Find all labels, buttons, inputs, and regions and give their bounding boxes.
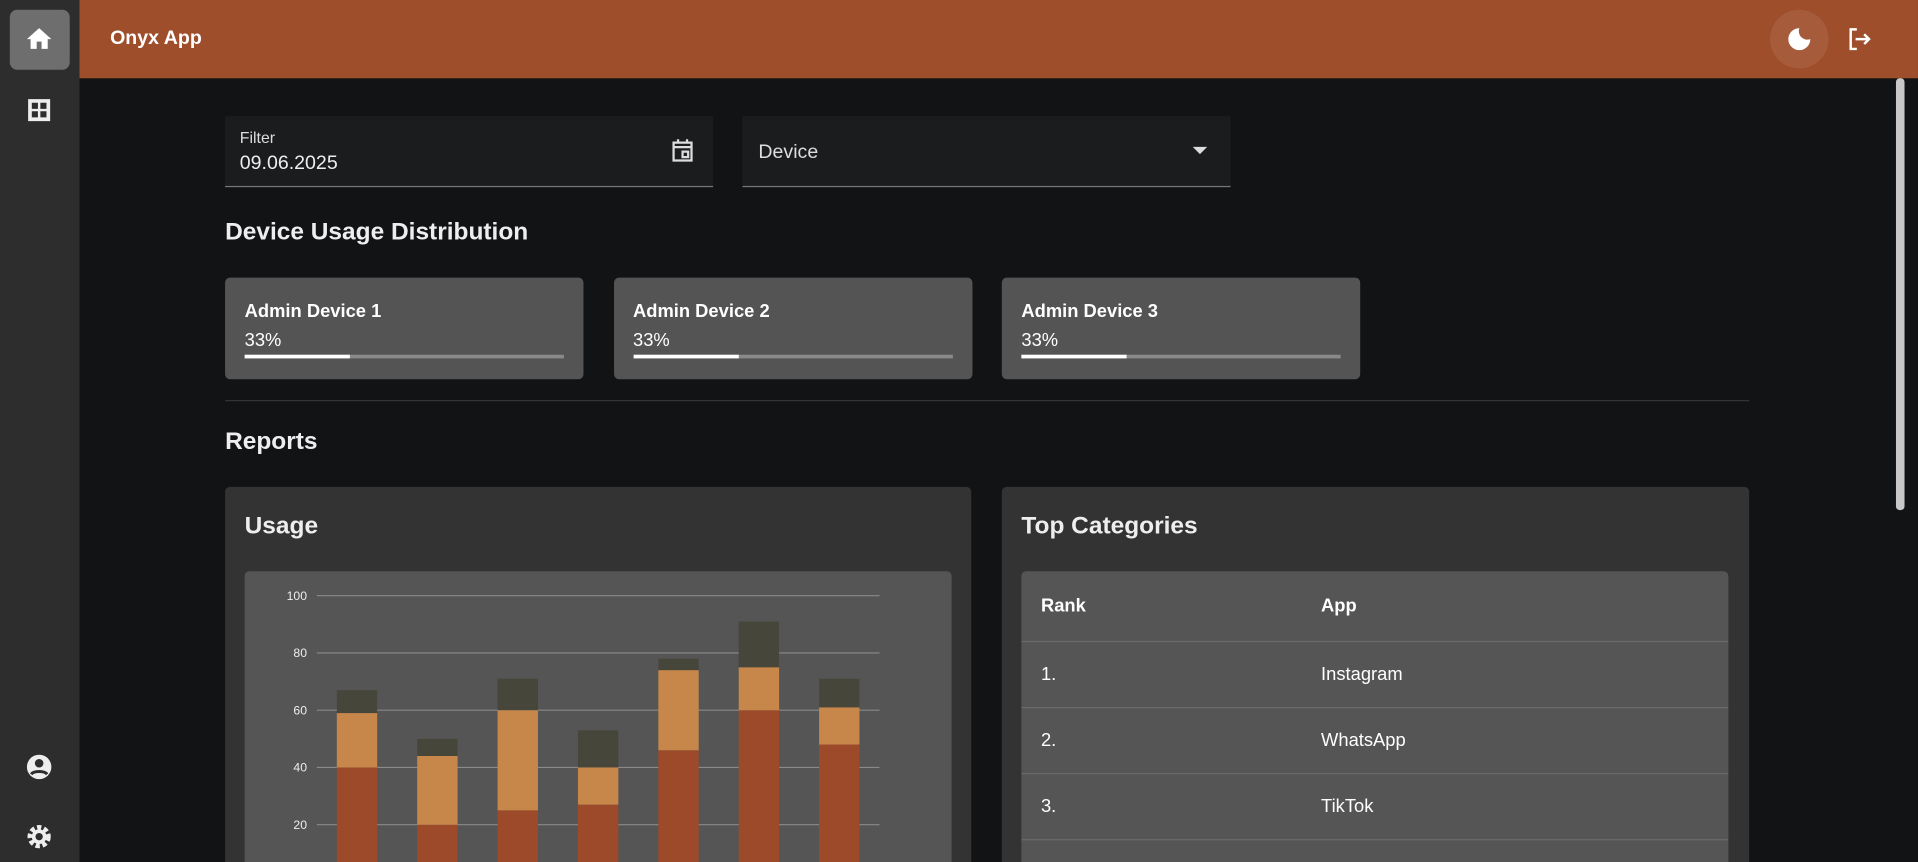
- device-card: Admin Device 1 33%: [225, 277, 584, 380]
- bar-segment: [577, 730, 619, 768]
- settings-icon[interactable]: [24, 822, 53, 851]
- dashboard-icon[interactable]: [24, 95, 53, 124]
- top-categories-card: Top Categories Rank App 1. Instagram 2. Whats…: [1001, 486, 1750, 862]
- device-name: Admin Device 3: [1021, 300, 1159, 322]
- table-cell: 1.: [1040, 664, 1057, 685]
- app-title: Onyx App: [110, 28, 202, 49]
- y-tick-label: 60: [293, 703, 307, 717]
- device-percent: 33%: [1021, 330, 1059, 352]
- table-cell: 3.: [1040, 796, 1057, 818]
- device-name: Admin Device 2: [633, 300, 770, 322]
- table-row: 3. TikTok: [1021, 773, 1729, 840]
- device-card: Admin Device 3 33%: [1001, 277, 1361, 380]
- bar-segment: [336, 767, 378, 862]
- field-value: 09.06.2025: [239, 152, 338, 174]
- device-percent: 33%: [244, 330, 282, 352]
- table-cell: 2.: [1040, 730, 1057, 752]
- chart: 20 40 60 80 100: [287, 589, 880, 862]
- device-card: Admin Device 2 33%: [613, 277, 972, 380]
- section-title: Reports: [225, 428, 318, 456]
- theme-toggle[interactable]: [1769, 9, 1829, 69]
- table-header: Rank App: [1021, 571, 1728, 641]
- bar-segment: [819, 678, 860, 708]
- divider: [225, 399, 1750, 402]
- table-row: 1. Instagram: [1021, 640, 1729, 708]
- progress-track: [244, 354, 564, 359]
- bar-segment: [336, 713, 378, 768]
- select-placeholder: Device: [758, 141, 819, 163]
- y-tick-label: 100: [287, 589, 308, 603]
- table-row: 2. WhatsApp: [1021, 707, 1729, 774]
- usage-card: Usage 20 40 60 80 100: [225, 486, 972, 862]
- device-select[interactable]: Device: [742, 116, 1231, 188]
- bar-segment: [658, 658, 699, 671]
- bar-segment: [658, 750, 699, 862]
- progress-fill: [244, 354, 350, 359]
- y-tick-label: 20: [293, 818, 307, 832]
- card-title: Usage: [244, 512, 319, 540]
- bar-segment: [819, 707, 860, 745]
- header-cell: Rank: [1040, 595, 1086, 617]
- y-tick-label: 80: [293, 646, 307, 660]
- bar-segment: [417, 755, 458, 825]
- sidebar: [0, 0, 80, 862]
- progress-fill: [1021, 354, 1127, 359]
- bar-segment: [577, 767, 619, 805]
- table-row: [1021, 839, 1729, 862]
- table-cell: TikTok: [1321, 796, 1374, 818]
- scrollbar[interactable]: [1895, 78, 1905, 511]
- table-cell: Instagram: [1321, 664, 1403, 685]
- bar-segment: [417, 738, 458, 756]
- bar-segment: [497, 810, 538, 862]
- account-icon[interactable]: [24, 752, 53, 781]
- date-filter[interactable]: Filter 09.06.2025: [225, 116, 714, 188]
- bar-segment: [738, 710, 780, 862]
- progress-track: [633, 354, 953, 359]
- field-label: Filter: [239, 128, 276, 147]
- device-name: Admin Device 1: [244, 300, 382, 322]
- header-cell: App: [1321, 595, 1357, 617]
- bar-segment: [819, 744, 860, 862]
- card-title: Top Categories: [1021, 512, 1198, 540]
- bar-segment: [417, 824, 458, 862]
- bar-segment: [658, 670, 699, 751]
- bar-segment: [336, 690, 378, 714]
- table-cell: WhatsApp: [1321, 730, 1406, 752]
- table: Rank App 1. Instagram 2. WhatsApp 3. TikTok: [1021, 571, 1729, 862]
- bar-segment: [497, 678, 538, 711]
- logout-icon[interactable]: [1845, 24, 1874, 53]
- bar-segment: [497, 710, 538, 811]
- top-bar: Onyx App: [79, 0, 1918, 79]
- bar-segment: [738, 621, 780, 668]
- progress-fill: [633, 354, 739, 359]
- y-tick-label: 40: [293, 761, 307, 775]
- bar-segment: [738, 667, 780, 711]
- section-title: Device Usage Distribution: [225, 218, 529, 246]
- bar-segment: [577, 804, 619, 862]
- chart-panel: 20 40 60 80 100: [244, 571, 952, 862]
- device-percent: 33%: [633, 330, 670, 352]
- progress-track: [1021, 354, 1341, 359]
- home-button[interactable]: [9, 9, 70, 70]
